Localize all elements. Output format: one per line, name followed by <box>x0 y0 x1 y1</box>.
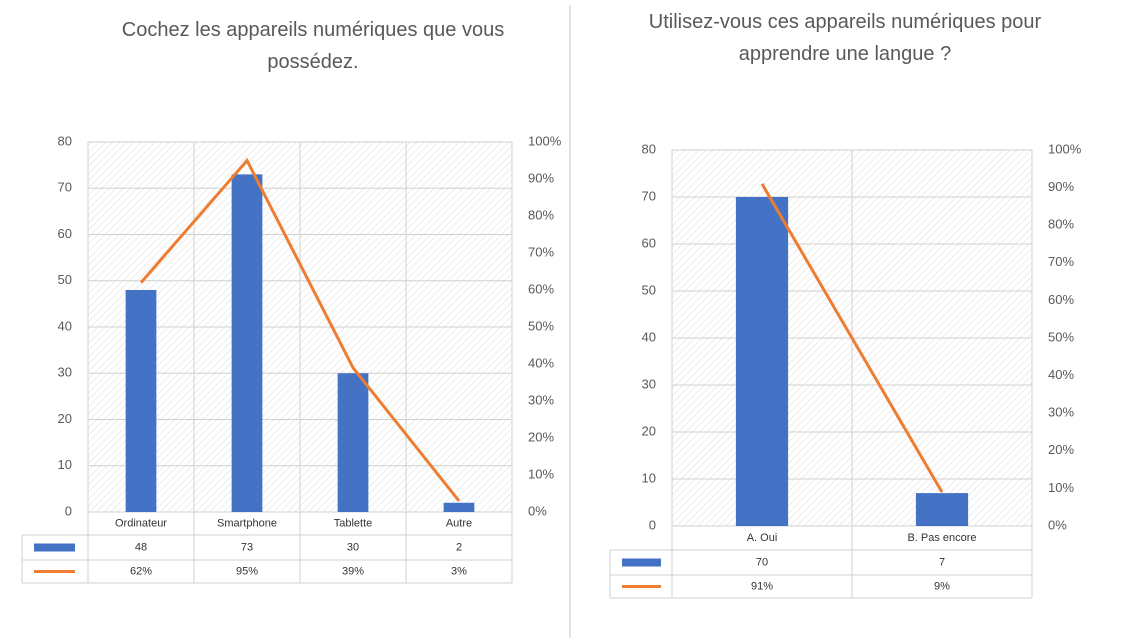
data-table-value: 95% <box>236 565 258 577</box>
y2-tick-label: 90% <box>528 170 554 185</box>
y-tick-label: 70 <box>58 180 72 195</box>
x-tick-label: Tablette <box>334 517 373 529</box>
bar <box>915 493 969 526</box>
y-tick-label: 60 <box>642 235 656 250</box>
bar <box>125 290 157 512</box>
data-table-value: 70 <box>756 556 768 568</box>
y2-tick-label: 70% <box>528 244 554 259</box>
y2-tick-label: 20% <box>528 429 554 444</box>
y-tick-label: 10 <box>642 470 656 485</box>
x-tick-label: Smartphone <box>217 517 277 529</box>
bar <box>443 502 475 512</box>
y2-tick-label: 30% <box>1048 405 1074 420</box>
y2-tick-label: 20% <box>1048 442 1074 457</box>
y2-tick-label: 10% <box>1048 480 1074 495</box>
y2-tick-label: 50% <box>1048 329 1074 344</box>
bar <box>735 197 789 526</box>
y2-tick-label: 80% <box>528 207 554 222</box>
data-table-value: 7 <box>939 556 945 568</box>
y2-tick-label: 50% <box>528 318 554 333</box>
y-tick-label: 80 <box>642 141 656 156</box>
data-table-value: 30 <box>347 541 359 553</box>
chart-title: Utilisez-vous ces appareils numériques p… <box>648 11 1042 65</box>
data-table-value: 9% <box>934 580 950 592</box>
y-tick-label: 0 <box>649 517 656 532</box>
line-series <box>139 157 461 502</box>
y-tick-label: 20 <box>642 423 656 438</box>
data-table-value: 62% <box>130 565 152 577</box>
y2-tick-label: 40% <box>1048 367 1074 382</box>
y2-tick-label: 40% <box>528 355 554 370</box>
y-tick-label: 50 <box>642 282 656 297</box>
y-tick-label: 70 <box>642 188 656 203</box>
legend-swatch <box>622 558 661 567</box>
line-series <box>760 183 944 493</box>
y-tick-label: 10 <box>58 457 72 472</box>
bar <box>231 174 263 512</box>
y-tick-label: 30 <box>642 376 656 391</box>
y2-tick-label: 80% <box>1048 217 1074 232</box>
y-tick-label: 50 <box>58 272 72 287</box>
chart-title: Cochez les appareils numériques que vous… <box>121 19 505 73</box>
y-tick-label: 20 <box>58 411 72 426</box>
x-tick-label: A. Oui <box>747 532 778 544</box>
x-tick-label: B. Pas encore <box>907 532 976 544</box>
y-tick-label: 30 <box>58 365 72 380</box>
y-tick-label: 0 <box>65 503 72 518</box>
y2-tick-label: 70% <box>1048 254 1074 269</box>
data-table-value: 48 <box>135 541 147 553</box>
y-tick-label: 80 <box>58 133 72 148</box>
y-tick-label: 40 <box>642 329 656 344</box>
y-tick-label: 40 <box>58 318 72 333</box>
y2-tick-label: 60% <box>528 281 554 296</box>
x-tick-label: Ordinateur <box>115 517 167 529</box>
y2-tick-label: 100% <box>1048 141 1082 156</box>
data-table-value: 39% <box>342 565 364 577</box>
data-table-value: 91% <box>751 580 773 592</box>
y2-tick-label: 0% <box>1048 517 1067 532</box>
legend-swatch <box>34 543 75 552</box>
data-table-value: 2 <box>456 541 462 553</box>
y2-tick-label: 0% <box>528 503 547 518</box>
y-tick-label: 60 <box>58 226 72 241</box>
x-tick-label: Autre <box>446 517 472 529</box>
y2-tick-label: 10% <box>528 466 554 481</box>
y2-tick-label: 30% <box>528 392 554 407</box>
y2-tick-label: 60% <box>1048 292 1074 307</box>
bar <box>337 373 369 512</box>
y2-tick-label: 90% <box>1048 179 1074 194</box>
y2-tick-label: 100% <box>528 133 562 148</box>
data-table-value: 3% <box>451 565 467 577</box>
data-table-value: 73 <box>241 541 253 553</box>
